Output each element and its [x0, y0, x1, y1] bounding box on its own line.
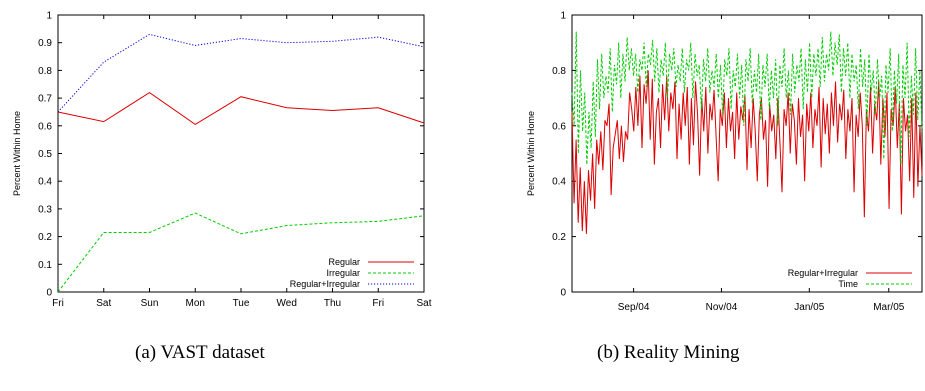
- x-tick-label: Sat: [416, 298, 431, 309]
- x-tick-label: Mar/05: [873, 302, 905, 313]
- y-tick-label: 0.5: [38, 149, 52, 160]
- y-tick-label: 0.2: [552, 232, 566, 243]
- series-line-regular: [57, 91, 425, 126]
- y-tick-label: 0.4: [552, 177, 566, 188]
- x-tick-label: Wed: [277, 298, 297, 309]
- y-tick-label: 0.6: [552, 121, 566, 132]
- caption-reality-mining: (b) Reality Mining: [597, 342, 740, 363]
- x-tick-label: Thu: [324, 298, 341, 309]
- y-tick-label: 0.8: [38, 66, 52, 77]
- series-line-time: [571, 31, 923, 165]
- chart-vast: 0 0.1 0.2 0.3 0.4 0.5 0.6 0.7 0.8 0.9 1 Percent Wit…: [12, 11, 432, 310]
- x-tick-label: Fri: [372, 298, 384, 309]
- caption-vast: (a) VAST dataset: [135, 342, 265, 363]
- y-tick-label: 0.2: [38, 232, 52, 243]
- y-tick-label: 0: [46, 288, 52, 299]
- y-axis-label: Percent Within Home: [526, 111, 536, 196]
- x-tick-label: Fri: [52, 298, 64, 309]
- plot-frame: [571, 14, 923, 293]
- x-tick-label: Sep/04: [618, 302, 650, 313]
- y-tick-label: 0.6: [38, 121, 52, 132]
- series-line-regular-irregular: [57, 33, 425, 113]
- chart-reality-mining: 0 0.2 0.4 0.6 0.8 1 Percent Within Home Sep/04 N…: [526, 11, 923, 313]
- y-tick-label: 0.7: [38, 94, 52, 105]
- x-tick-label: Tue: [233, 298, 250, 309]
- x-tick-label: Sun: [141, 298, 159, 309]
- series-line-regular-irregular: [571, 70, 923, 234]
- x-tick-label: Sat: [96, 298, 111, 309]
- x-tick-label: Nov/04: [706, 302, 738, 313]
- x-tick-label: Mon: [186, 298, 205, 309]
- y-tick-label: 0.9: [38, 38, 52, 49]
- legend-label: Time: [838, 279, 858, 289]
- y-tick-label: 0.1: [38, 260, 52, 271]
- y-tick-label: 0.3: [38, 204, 52, 215]
- series-line-irregular: [57, 212, 425, 293]
- legend-label: Regular+Irregular: [788, 268, 858, 278]
- y-tick-label: 0.4: [38, 177, 52, 188]
- y-tick-label: 0: [560, 288, 566, 299]
- x-tick-label: Jan/05: [794, 302, 824, 313]
- y-axis-label: Percent Within Home: [12, 111, 22, 196]
- legend-label: Regular+Irregular: [290, 279, 360, 289]
- y-tick-label: 1: [560, 11, 566, 22]
- y-tick-label: 1: [46, 11, 52, 22]
- legend-label: Regular: [328, 257, 360, 267]
- y-tick-label: 0.8: [552, 66, 566, 77]
- legend-label: Irregular: [326, 268, 360, 278]
